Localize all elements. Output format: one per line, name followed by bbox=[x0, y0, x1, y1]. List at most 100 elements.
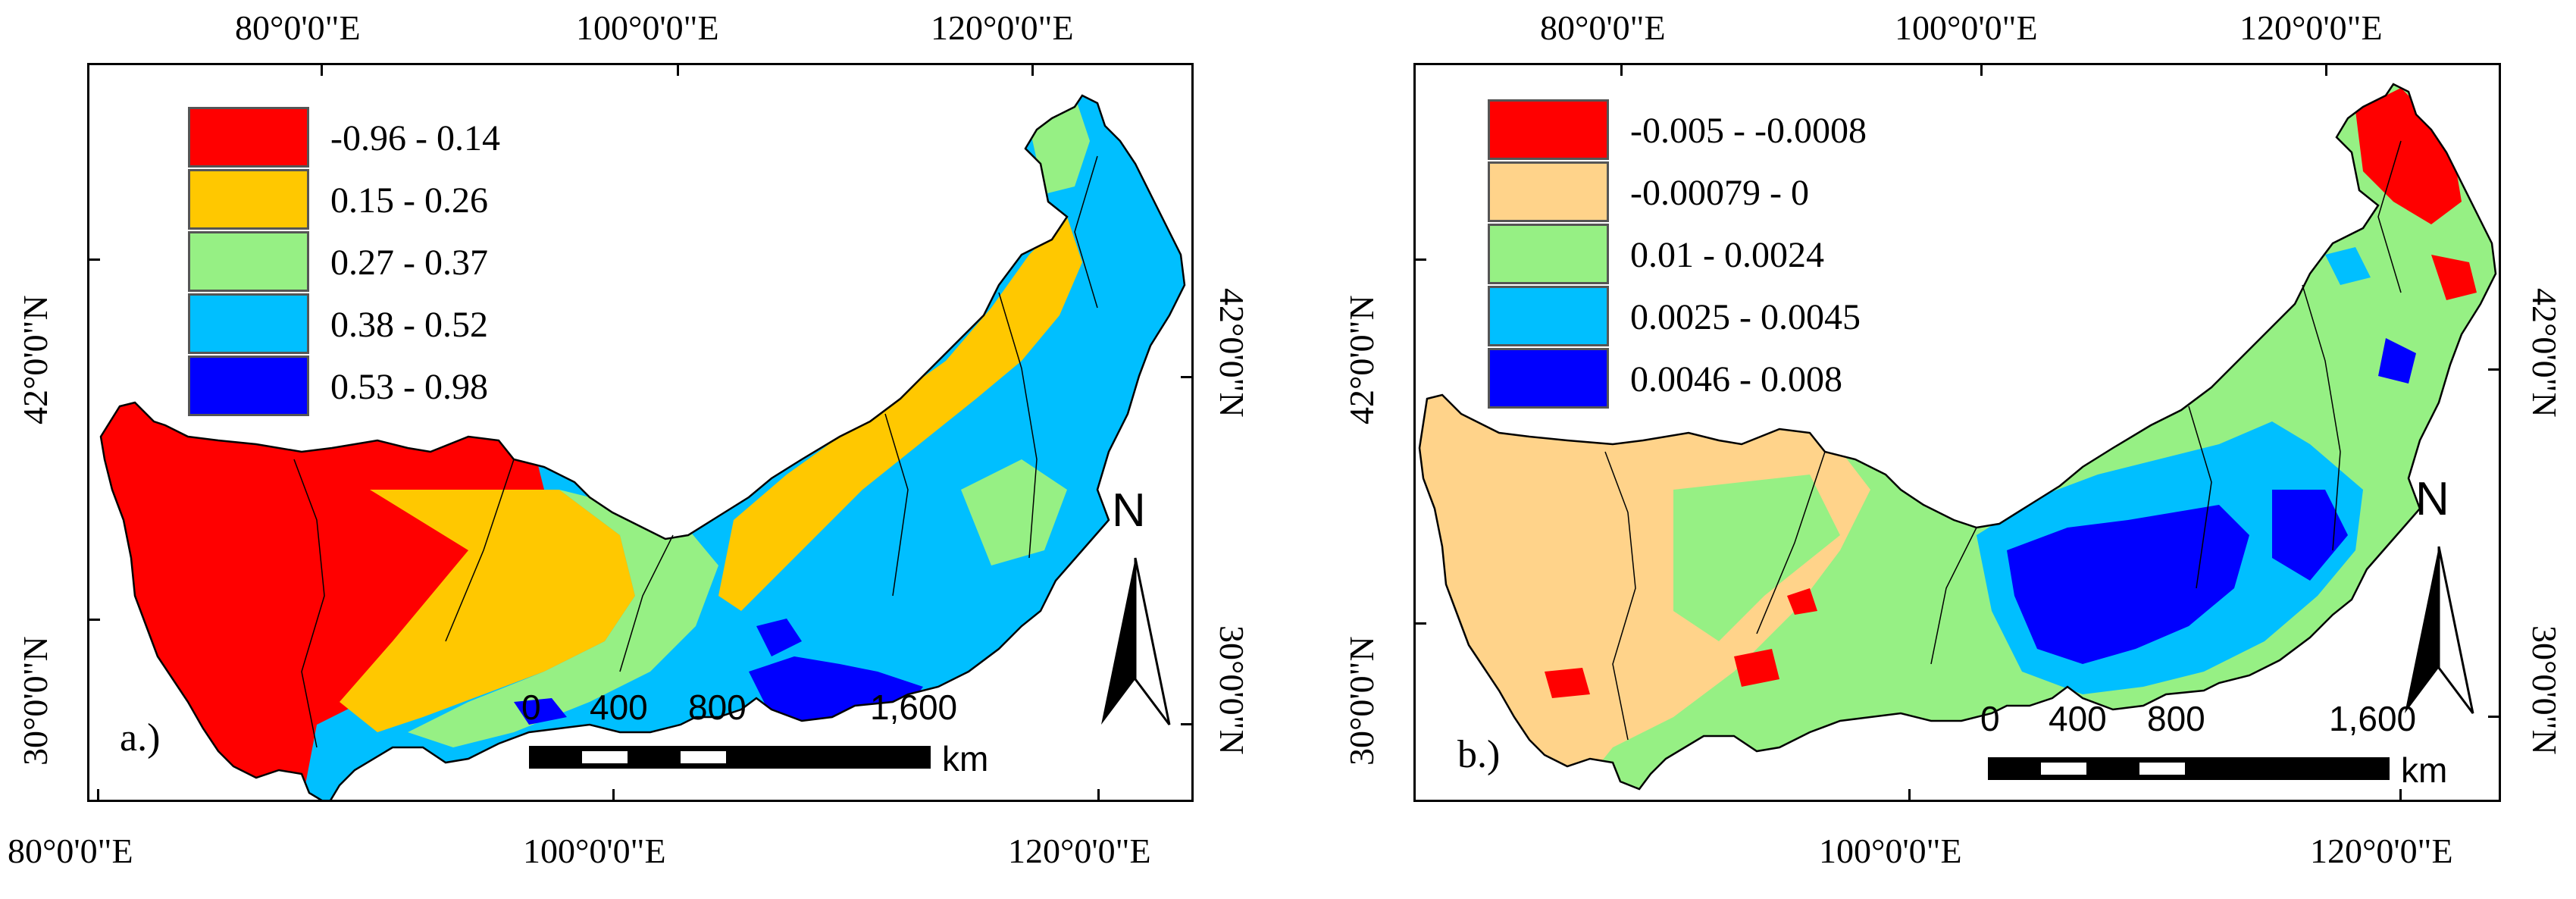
class-fill bbox=[514, 698, 567, 725]
tick-mark bbox=[2488, 716, 2499, 718]
class-fill bbox=[1787, 588, 1817, 615]
tick-mark bbox=[2488, 368, 2499, 371]
scale-label: 800 bbox=[688, 688, 747, 727]
legend-item: 0.15 - 0.26 bbox=[188, 168, 500, 231]
legend-item: 0.27 - 0.37 bbox=[188, 230, 500, 293]
class-fill bbox=[408, 490, 718, 747]
legend-label: 0.01 - 0.0024 bbox=[1630, 234, 1824, 275]
legend-swatch bbox=[188, 293, 309, 354]
class-fill bbox=[1673, 475, 1840, 641]
scale-bar-a: 0 400 800 1,600 km bbox=[521, 687, 1052, 793]
scale-label: 400 bbox=[2049, 699, 2107, 738]
right-tick-label-a-30n: 30°0'0"N bbox=[1213, 625, 1251, 755]
legend-item: 0.53 - 0.98 bbox=[188, 355, 500, 418]
bottom-tick-label-b-100e: 100°0'0"E bbox=[1819, 832, 1962, 870]
legend-swatch bbox=[1488, 347, 1609, 409]
legend-item: -0.96 - 0.14 bbox=[188, 106, 500, 169]
class-fill bbox=[2325, 247, 2371, 285]
province-boundaries bbox=[1604, 140, 2402, 741]
top-tick-label-b-120e: 120°0'0"E bbox=[2240, 8, 2383, 47]
bottom-tick-label-a-80e: 80°0'0"E bbox=[8, 832, 133, 870]
legend-label: 0.38 - 0.52 bbox=[330, 304, 488, 345]
scale-bar-graphic bbox=[1988, 757, 2390, 780]
legend-swatch bbox=[1488, 223, 1609, 284]
tick-mark bbox=[2325, 65, 2327, 76]
scale-label: 800 bbox=[2147, 699, 2205, 738]
class-fill bbox=[1734, 649, 1779, 687]
class-fill bbox=[2272, 490, 2348, 581]
class-fill bbox=[961, 459, 1067, 565]
left-tick-label-a-42n: 42°0'0"N bbox=[16, 295, 55, 424]
map-panel-b: -0.005 - -0.0008 -0.00079 - 0 0.01 - 0.0… bbox=[1413, 63, 2501, 802]
tick-mark bbox=[1181, 723, 1191, 725]
tick-mark bbox=[1181, 376, 1191, 378]
tick-mark bbox=[1097, 789, 1100, 800]
province-boundaries bbox=[293, 155, 1098, 748]
north-arrow-b: N bbox=[2397, 473, 2481, 728]
class-fill bbox=[415, 763, 461, 800]
legend-b: -0.005 - -0.0008 -0.00079 - 0 0.01 - 0.0… bbox=[1488, 99, 1867, 410]
bottom-tick-label-a-120e: 120°0'0"E bbox=[1008, 832, 1151, 870]
tick-mark bbox=[1416, 258, 1426, 261]
legend-swatch bbox=[188, 168, 309, 230]
tick-mark bbox=[97, 789, 99, 800]
scale-label: 1,600 bbox=[2329, 699, 2417, 738]
scale-unit: km bbox=[942, 739, 989, 778]
tick-mark bbox=[2399, 789, 2402, 800]
top-tick-label-b-100e: 100°0'0"E bbox=[1895, 8, 2038, 47]
scale-label: 1,600 bbox=[870, 688, 958, 727]
legend-item: 0.01 - 0.0024 bbox=[1488, 223, 1867, 286]
north-label: N bbox=[1112, 484, 1146, 537]
class-fill bbox=[2007, 505, 2249, 664]
panel-label-a: a.) bbox=[120, 716, 161, 760]
region-map-a bbox=[99, 94, 1186, 800]
top-tick-label-b-80e: 80°0'0"E bbox=[1540, 8, 1666, 47]
scale-label: 400 bbox=[590, 688, 648, 727]
map-panel-a: -0.96 - 0.14 0.15 - 0.26 0.27 - 0.37 0.3… bbox=[87, 63, 1194, 802]
bottom-tick-label-a-100e: 100°0'0"E bbox=[523, 832, 666, 870]
legend-item: 0.0025 - 0.0045 bbox=[1488, 285, 1867, 348]
legend-label: 0.0025 - 0.0045 bbox=[1630, 296, 1861, 337]
scale-bar-graphic bbox=[529, 746, 931, 769]
legend-label: -0.96 - 0.14 bbox=[330, 117, 500, 158]
region-outline bbox=[99, 94, 1186, 800]
tick-mark bbox=[1980, 65, 1983, 76]
tick-mark bbox=[1416, 622, 1426, 625]
legend-swatch bbox=[188, 355, 309, 416]
legend-swatch bbox=[188, 230, 309, 292]
bottom-tick-label-b-120e: 120°0'0"E bbox=[2310, 832, 2453, 870]
legend-item: -0.005 - -0.0008 bbox=[1488, 99, 1867, 161]
class-fill bbox=[2431, 255, 2477, 300]
class-fill bbox=[756, 619, 802, 656]
right-tick-label-b-42n: 42°0'0"N bbox=[2525, 288, 2564, 418]
legend-a: -0.96 - 0.14 0.15 - 0.26 0.27 - 0.37 0.3… bbox=[188, 106, 500, 418]
top-tick-label-a-80e: 80°0'0"E bbox=[235, 8, 361, 47]
class-fill bbox=[2355, 88, 2462, 224]
tick-mark bbox=[1620, 65, 1623, 76]
tick-mark bbox=[612, 789, 615, 800]
right-tick-label-a-42n: 42°0'0"N bbox=[1213, 288, 1251, 418]
legend-label: 0.27 - 0.37 bbox=[330, 242, 488, 283]
left-tick-label-a-30n: 30°0'0"N bbox=[16, 636, 55, 766]
class-fill bbox=[340, 490, 635, 732]
north-label: N bbox=[2415, 473, 2449, 525]
legend-label: -0.00079 - 0 bbox=[1630, 172, 1809, 213]
class-fill bbox=[1545, 668, 1590, 698]
legend-label: 0.53 - 0.98 bbox=[330, 366, 488, 407]
north-arrow-icon bbox=[2405, 546, 2474, 714]
legend-item: 0.38 - 0.52 bbox=[188, 293, 500, 356]
legend-label: 0.15 - 0.26 bbox=[330, 180, 488, 221]
north-arrow-a: N bbox=[1094, 484, 1177, 740]
scale-unit: km bbox=[2401, 750, 2448, 790]
top-tick-label-a-100e: 100°0'0"E bbox=[576, 8, 719, 47]
panel-label-b: b.) bbox=[1457, 733, 1501, 776]
legend-label: -0.005 - -0.0008 bbox=[1630, 110, 1867, 151]
tick-mark bbox=[89, 619, 100, 621]
legend-swatch bbox=[1488, 99, 1609, 160]
legend-item: -0.00079 - 0 bbox=[1488, 161, 1867, 224]
top-tick-label-a-120e: 120°0'0"E bbox=[931, 8, 1074, 47]
class-fill bbox=[101, 368, 544, 800]
right-tick-label-b-30n: 30°0'0"N bbox=[2525, 625, 2564, 755]
scale-bar-b: 0 400 800 1,600 km bbox=[1980, 698, 2496, 800]
tick-mark bbox=[677, 65, 679, 76]
